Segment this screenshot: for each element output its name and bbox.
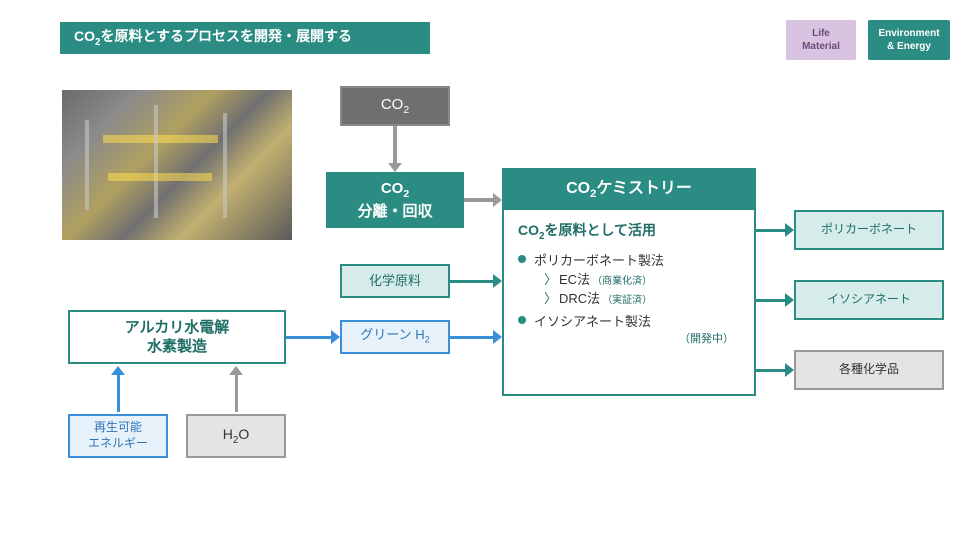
title-pre: CO bbox=[74, 28, 95, 44]
bullet-title: イソシアネート製法 bbox=[534, 314, 651, 329]
node-h2o: H2O bbox=[186, 414, 286, 458]
panel-header: CO2ケミストリー bbox=[504, 170, 754, 210]
t: 再生可能 bbox=[94, 420, 142, 434]
node-renewable-energy: 再生可能 エネルギー bbox=[68, 414, 168, 458]
arrow-head-icon bbox=[229, 366, 243, 375]
t: ポリカーボネート bbox=[821, 222, 917, 238]
t: グリーン H bbox=[360, 327, 424, 342]
arrow-electro-to-h2 bbox=[286, 336, 331, 339]
t: 化学原料 bbox=[369, 273, 421, 290]
panel-bullet: イソシアネート製法（開発中） bbox=[518, 311, 740, 346]
arrow-head-icon bbox=[785, 223, 794, 237]
arrow-head-icon bbox=[111, 366, 125, 375]
sub-text: EC法 bbox=[559, 272, 590, 287]
bullet-icon bbox=[518, 255, 526, 263]
arrow-head-icon bbox=[785, 293, 794, 307]
diagram-title: CO2を原料とするプロセスを開発・展開する bbox=[60, 22, 430, 54]
arrow-panel-to-o2 bbox=[756, 299, 785, 302]
node-alkaline-electrolysis: アルカリ水電解 水素製造 bbox=[68, 310, 286, 364]
t: 2 bbox=[403, 188, 409, 200]
arrow-head-icon bbox=[331, 330, 340, 344]
arrow-head-icon bbox=[493, 193, 502, 207]
arrow-sep-to-panel bbox=[464, 198, 493, 202]
t: 水素製造 bbox=[147, 338, 207, 355]
arrow-panel-to-o3 bbox=[756, 369, 785, 372]
diagram-stage: CO2を原料とするプロセスを開発・展開する Life Material Envi… bbox=[0, 0, 960, 540]
panel-co2-chemistry: CO2ケミストリー CO2を原料として活用 ポリカーボネート製法〉EC法（商業化… bbox=[502, 168, 756, 396]
arrow-head-icon bbox=[388, 163, 402, 172]
arrow-head-icon bbox=[785, 363, 794, 377]
badge-env-energy: Environment & Energy bbox=[868, 20, 950, 60]
t: H bbox=[223, 426, 233, 442]
arrow-h2-to-panel bbox=[450, 336, 493, 339]
angle-icon: 〉 bbox=[544, 272, 557, 287]
t: CO bbox=[381, 180, 404, 197]
t: 2 bbox=[425, 335, 430, 345]
t: CO bbox=[518, 222, 539, 238]
arrow-h2o-to-el bbox=[235, 373, 238, 412]
node-polycarbonate: ポリカーボネート bbox=[794, 210, 944, 250]
arrow-panel-to-o1 bbox=[756, 229, 785, 232]
t: CO bbox=[381, 96, 404, 113]
t: O bbox=[238, 426, 249, 442]
t: CO bbox=[566, 180, 590, 197]
sub-note: （商業化済） bbox=[592, 276, 652, 287]
t: ケミストリー bbox=[596, 180, 692, 197]
bullet-sub: 〉DRC法（実証済） bbox=[534, 288, 740, 307]
angle-icon: 〉 bbox=[544, 291, 557, 306]
t: 分離・回収 bbox=[357, 203, 432, 220]
panel-body: CO2を原料として活用 ポリカーボネート製法〉EC法（商業化済）〉DRC法（実証… bbox=[504, 210, 754, 356]
node-various-chemicals: 各種化学品 bbox=[794, 350, 944, 390]
arrow-co2-to-sep bbox=[393, 126, 397, 163]
node-green-h2: グリーン H2 bbox=[340, 320, 450, 354]
arrow-renew-to-el bbox=[117, 373, 120, 412]
plant-photo bbox=[62, 90, 292, 240]
panel-subtitle: CO2を原料として活用 bbox=[518, 220, 740, 242]
bullet-sub: （開発中） bbox=[534, 330, 740, 346]
bullet-sub: 〉EC法（商業化済） bbox=[534, 269, 740, 288]
badge-label: Environment & Energy bbox=[878, 27, 939, 53]
sub-text: DRC法 bbox=[559, 291, 600, 306]
arrow-head-icon bbox=[493, 330, 502, 344]
node-isocyanate: イソシアネート bbox=[794, 280, 944, 320]
sub-note: （実証済） bbox=[602, 295, 652, 306]
t: を原料として活用 bbox=[544, 222, 656, 238]
t: イソシアネート bbox=[827, 292, 911, 308]
t: エネルギー bbox=[88, 436, 148, 450]
t: 2 bbox=[403, 104, 409, 116]
t: アルカリ水電解 bbox=[125, 319, 229, 336]
bullet-icon bbox=[518, 316, 526, 324]
badge-life-material: Life Material bbox=[786, 20, 856, 60]
title-post: を原料とするプロセスを開発・展開する bbox=[100, 28, 352, 44]
t: 各種化学品 bbox=[839, 362, 899, 378]
arrow-chem-to-panel bbox=[450, 280, 493, 283]
panel-bullet: ポリカーボネート製法〉EC法（商業化済）〉DRC法（実証済） bbox=[518, 250, 740, 307]
arrow-head-icon bbox=[493, 274, 502, 288]
node-chemical-feedstock: 化学原料 bbox=[340, 264, 450, 298]
node-co2-separation: CO2 分離・回収 bbox=[326, 172, 464, 228]
badge-label: Life Material bbox=[802, 27, 840, 53]
panel-list: ポリカーボネート製法〉EC法（商業化済）〉DRC法（実証済）イソシアネート製法（… bbox=[518, 250, 740, 346]
node-co2: CO2 bbox=[340, 86, 450, 126]
bullet-title: ポリカーボネート製法 bbox=[534, 253, 664, 268]
